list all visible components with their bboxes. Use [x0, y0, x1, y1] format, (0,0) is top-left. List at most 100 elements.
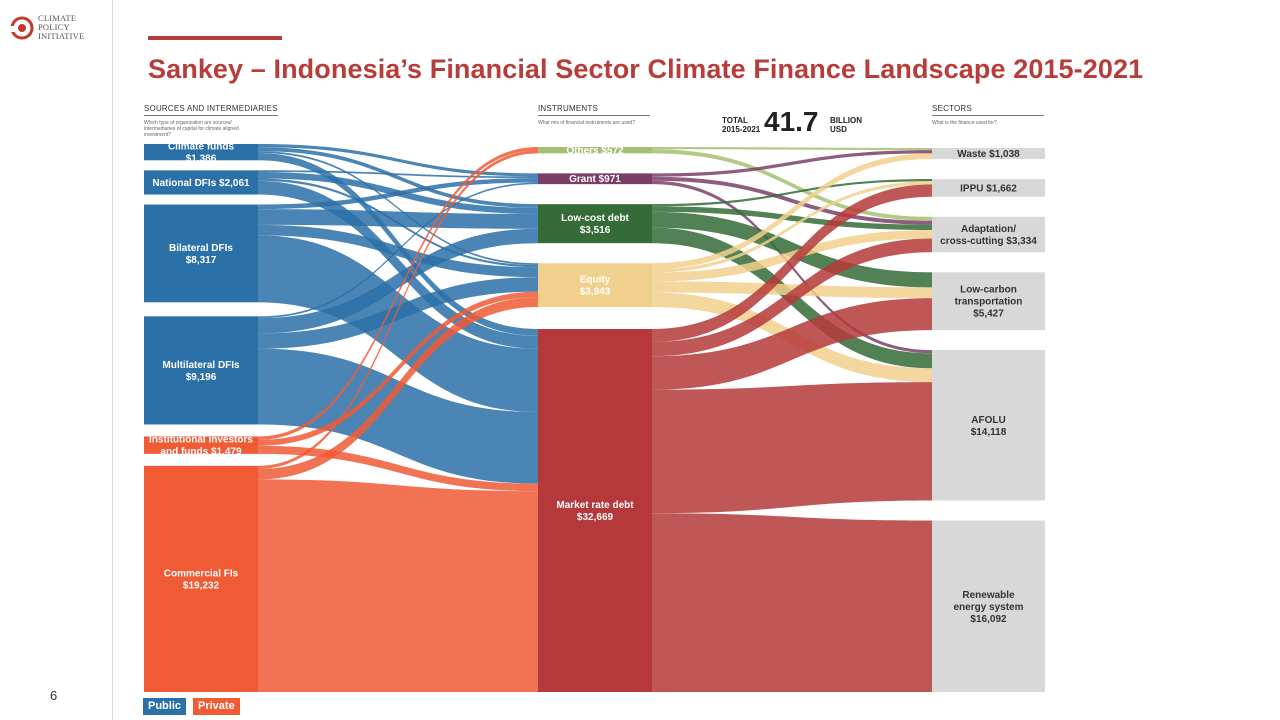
- sankey-node-others: [538, 147, 652, 154]
- sankey-node-label-line: National DFIs $2,061: [152, 178, 250, 189]
- total-value: 41.7: [764, 106, 819, 137]
- sankey-link-bilateral_dfis-to-market: [258, 235, 538, 412]
- sankey-node-label-line: Bilateral DFIs: [169, 243, 233, 254]
- sankey-link-institutional-to-equity: [258, 291, 538, 446]
- sankey-link-lowcost-to-transport: [652, 211, 932, 288]
- sankey-link-others-to-adaptation: [652, 149, 932, 221]
- sankey-node-label-line: Equity: [580, 275, 611, 286]
- sankey-node-multilateral_dfis: [144, 316, 258, 425]
- sankey-node-label-equity: Equity $3,943: [580, 275, 611, 298]
- sankey-node-climate_funds: [144, 144, 258, 161]
- sankey-node-label-line: $14,118: [971, 427, 1007, 438]
- sankey-node-label-ippu: IPPU $1,662: [960, 183, 1017, 194]
- title-accent-bar: [148, 36, 282, 40]
- sankey-node-label-line: Climate funds: [168, 142, 235, 153]
- sankey-link-national_dfis-to-grant: [258, 170, 538, 179]
- sankey-link-bilateral_dfis-to-lowcost: [258, 209, 538, 229]
- total-label-bottom: 2015-2021: [722, 125, 761, 134]
- cpi-logo-mark: [10, 16, 34, 40]
- sankey-node-label-line: $9,196: [186, 372, 217, 383]
- sankey-node-commercial_fis: [144, 465, 258, 692]
- sankey-link-multilateral_dfis-to-market: [258, 348, 538, 484]
- sankey-node-label-line: $1,386: [186, 154, 217, 165]
- sankey-node-renewable: [932, 520, 1045, 692]
- sankey-node-label-line: $5,427: [973, 309, 1004, 320]
- sankey-link-market-to-adaptation: [652, 238, 932, 357]
- sankey-node-grant: [538, 173, 652, 185]
- sankey-link-equity-to-waste: [652, 153, 932, 270]
- sankey-node-label-lowcost: Low-cost debt $3,516: [561, 213, 629, 236]
- sankey-node-market: [538, 329, 652, 692]
- sankey-nodes: Climate funds $1,386 National DFIs $2,061 B…: [144, 142, 1045, 692]
- sankey-link-climate_funds-to-market: [258, 153, 538, 336]
- sankey-link-institutional-to-others: [258, 147, 538, 440]
- instruments-subheader: What mix of financial instruments are us…: [538, 120, 635, 126]
- sankey-node-label-national_dfis: National DFIs $2,061: [152, 178, 250, 189]
- sankey-node-label-line: Renewable: [962, 590, 1015, 601]
- sankey-node-label-line: IPPU $1,662: [960, 183, 1017, 194]
- sankey-link-grant-to-adaptation: [652, 176, 932, 225]
- cpi-logo: CLIMATE POLICY INITIATIVE: [10, 14, 110, 50]
- sankey-link-bilateral_dfis-to-grant: [258, 178, 538, 210]
- sankey-node-label-climate_funds: Climate funds $1,386: [168, 142, 235, 165]
- sankey-node-transport: [932, 272, 1045, 331]
- sectors-header-rule: [932, 115, 1044, 116]
- sankey-node-ippu: [932, 179, 1045, 197]
- page-number: 6: [50, 688, 58, 703]
- sankey-node-label-line: $3,516: [580, 225, 611, 236]
- sankey-link-market-to-ippu: [652, 184, 932, 342]
- total-label-top: TOTAL: [722, 116, 748, 125]
- sankey-node-label-grant: Grant $971: [569, 174, 621, 185]
- sankey-link-market-to-transport: [652, 298, 932, 390]
- sectors-subheader: What is the finance used for?: [932, 120, 997, 126]
- sankey-link-grant-to-waste: [652, 150, 932, 177]
- sankey-node-label-line: Multilateral DFIs: [162, 360, 240, 371]
- sankey-link-climate_funds-to-lowcost: [258, 147, 538, 208]
- sankey-node-label-line: Commercial FIs: [164, 568, 239, 579]
- sankey-link-commercial_fis-to-others: [258, 150, 538, 470]
- sankey-node-label-renewable: Renewable energy system $16,092: [953, 590, 1023, 625]
- total-unit-top: BILLION: [830, 116, 862, 125]
- sankey-node-label-line: and funds $1,479: [160, 447, 242, 458]
- sankey-node-label-line: $19,232: [183, 580, 220, 591]
- sankey-link-equity-to-transport: [652, 281, 932, 299]
- sankey-node-national_dfis: [144, 170, 258, 195]
- sankey-link-equity-to-adaptation: [652, 230, 932, 282]
- sources-header-rule: [144, 115, 278, 116]
- sankey-node-label-transport: Low-carbon transportation $5,427: [955, 285, 1023, 320]
- slide-title: Sankey – Indonesia’s Financial Sector Cl…: [148, 54, 1144, 84]
- instruments-header-rule: [538, 115, 650, 116]
- sankey-node-label-line: $16,092: [970, 614, 1007, 625]
- sankey-node-label-afolu: AFOLU $14,118: [971, 415, 1007, 438]
- sankey-node-adaptation: [932, 216, 1045, 253]
- sankey-node-label-line: AFOLU: [971, 415, 1005, 426]
- sankey-node-institutional: [144, 436, 258, 454]
- logo-text: CLIMATE POLICY INITIATIVE: [38, 13, 85, 41]
- legend-private: Private: [193, 698, 240, 715]
- sankey-node-label-line: energy system: [953, 602, 1023, 613]
- sankey-links: [258, 144, 932, 692]
- sankey-node-label-line: Low-cost debt: [561, 213, 629, 224]
- sankey-node-label-market: Market rate debt $32,669: [556, 500, 634, 523]
- sankey-node-label-line: $3,943: [580, 287, 611, 298]
- legend-public: Public: [143, 698, 187, 715]
- sankey-node-equity: [538, 263, 652, 308]
- sankey-node-lowcost: [538, 204, 652, 244]
- sankey-node-label-waste: Waste $1,038: [957, 149, 1020, 160]
- sankey-node-label-line: transportation: [955, 297, 1023, 308]
- sankey-node-label-commercial_fis: Commercial FIs $19,232: [164, 568, 239, 591]
- sankey-node-label-line: Market rate debt: [556, 500, 634, 511]
- sankey-link-lowcost-to-ippu: [652, 179, 932, 207]
- sankey-node-label-line: $8,317: [186, 255, 217, 266]
- sankey-node-bilateral_dfis: [144, 204, 258, 303]
- sankey-node-label-line: Others $572: [566, 146, 624, 157]
- sankey-node-label-line: Grant $971: [569, 174, 621, 185]
- sankey-node-label-line: cross-cutting $3,334: [940, 236, 1037, 247]
- sankey-link-commercial_fis-to-market: [258, 479, 538, 692]
- sectors-header: SECTORS: [932, 104, 972, 113]
- sankey-node-label-others: Others $572: [566, 146, 624, 157]
- total-unit-bottom: USD: [830, 125, 847, 134]
- sankey-link-multilateral_dfis-to-equity: [258, 277, 538, 349]
- sources-header: SOURCES AND INTERMEDIARIES: [144, 104, 278, 113]
- sankey-node-label-line: Institutional investors: [149, 435, 253, 446]
